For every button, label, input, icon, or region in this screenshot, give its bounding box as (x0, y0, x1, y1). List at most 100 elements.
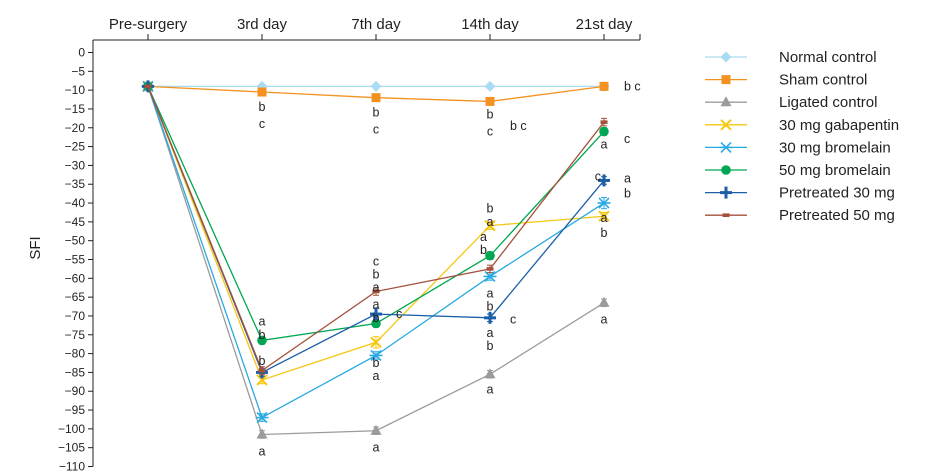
point-mark (598, 210, 610, 222)
data-point (370, 336, 382, 349)
data-point (598, 296, 610, 307)
legend-item: 30 mg gabapentin (705, 117, 899, 134)
legend-label: Ligated control (779, 94, 877, 111)
y-tick-label: −35 (65, 177, 86, 191)
annotation-label: a (373, 441, 380, 455)
x-tick-label: 3rd day (237, 16, 288, 33)
annotation-label: b (487, 108, 494, 122)
data-point (256, 374, 268, 386)
point-mark (485, 96, 495, 106)
y-tick-label: −55 (65, 253, 86, 267)
point-mark (721, 165, 731, 175)
point-mark (599, 126, 609, 137)
annotation-label: a (373, 369, 380, 383)
y-tick-label: −20 (65, 121, 86, 135)
annotation-label: c (259, 117, 265, 131)
x-tick-label: 7th day (351, 16, 401, 33)
annotation-label: a (373, 298, 380, 312)
legend-label: Pretreated 30 mg (779, 185, 895, 202)
y-tick-label: −105 (58, 441, 85, 455)
y-tick-label: −85 (65, 365, 86, 379)
annotation-label: a (259, 444, 266, 458)
data-point (597, 197, 611, 209)
annotation-label: b (373, 356, 380, 370)
legend-item: 50 mg bromelain (705, 162, 891, 179)
y-tick-label: −90 (65, 384, 86, 398)
data-point (722, 213, 730, 217)
point-mark (370, 80, 382, 92)
legend-item: Pretreated 50 mg (705, 207, 895, 224)
data-point (719, 141, 733, 153)
data-point (485, 250, 495, 261)
annotation-label: b (487, 202, 494, 216)
data-point (484, 219, 496, 232)
annotation-label: b (373, 311, 380, 325)
y-tick-label: −5 (71, 64, 85, 78)
annotation-label: a (373, 281, 380, 295)
annotation-label: a (259, 315, 266, 329)
point-mark (257, 335, 267, 346)
point-mark (370, 424, 382, 435)
annotation-label: c (624, 132, 630, 146)
data-point (485, 96, 495, 106)
legend-label: 30 mg bromelain (779, 139, 891, 156)
data-point (720, 119, 732, 131)
y-tick-label: −80 (65, 347, 86, 361)
point-mark (486, 267, 494, 271)
point-mark (371, 318, 381, 329)
data-point (484, 80, 496, 92)
data-point (370, 80, 382, 92)
data-point (369, 349, 383, 362)
series-30-mg-gabapentin (142, 80, 610, 386)
point-mark (600, 120, 608, 124)
data-point (486, 267, 494, 271)
y-tick-label: −25 (65, 140, 86, 154)
annotation-label: b (373, 106, 380, 120)
y-tick-label: −75 (65, 328, 86, 342)
annotation-label: a (487, 286, 494, 300)
legend-item: Ligated control (705, 94, 877, 111)
annotation-label: a (601, 313, 608, 327)
series-pretreated-50-mg (144, 84, 608, 375)
data-point (598, 210, 610, 222)
annotation-label: b (487, 300, 494, 314)
annotation-label: a (487, 215, 494, 229)
legend-item: Normal control (705, 49, 877, 66)
point-mark (720, 96, 732, 107)
legend-label: 30 mg gabapentin (779, 117, 899, 134)
point-mark (484, 368, 496, 379)
annotation-label: a (601, 138, 608, 152)
legend: Normal control Sham control Ligated contro… (705, 49, 899, 224)
annotation-label: c (373, 123, 379, 137)
data-point (371, 93, 381, 103)
point-mark (721, 75, 731, 85)
annotation-label: c (373, 254, 379, 268)
annotation-label: b (259, 100, 266, 114)
data-point (484, 311, 496, 324)
point-mark (144, 84, 152, 89)
data-point (600, 120, 608, 124)
series-normal-control (142, 80, 610, 92)
point-mark (720, 119, 732, 131)
axes: Pre-surgery 3rd day 7th day 14th day 21st da… (58, 16, 641, 473)
point-mark (484, 219, 496, 232)
annotation-label: a (487, 326, 494, 340)
data-point (599, 81, 609, 91)
y-tick-label: −15 (65, 102, 86, 116)
series-ligated-control (142, 80, 610, 439)
legend-label: 50 mg bromelain (779, 162, 891, 179)
x-tick-label: Pre-surgery (109, 16, 188, 33)
data-point (370, 424, 382, 435)
y-tick-label: −50 (65, 234, 86, 248)
legend-item: 30 mg bromelain (705, 139, 891, 156)
data-point (370, 308, 382, 321)
legend-label: Sham control (779, 72, 867, 89)
annotation-label: b (259, 354, 266, 368)
y-axis-label: SFI (27, 236, 44, 259)
data-point (371, 318, 381, 329)
x-tick-label: 14th day (461, 16, 519, 33)
data-point (258, 368, 266, 373)
y-tick-label: −40 (65, 196, 86, 210)
data-point (144, 84, 152, 89)
